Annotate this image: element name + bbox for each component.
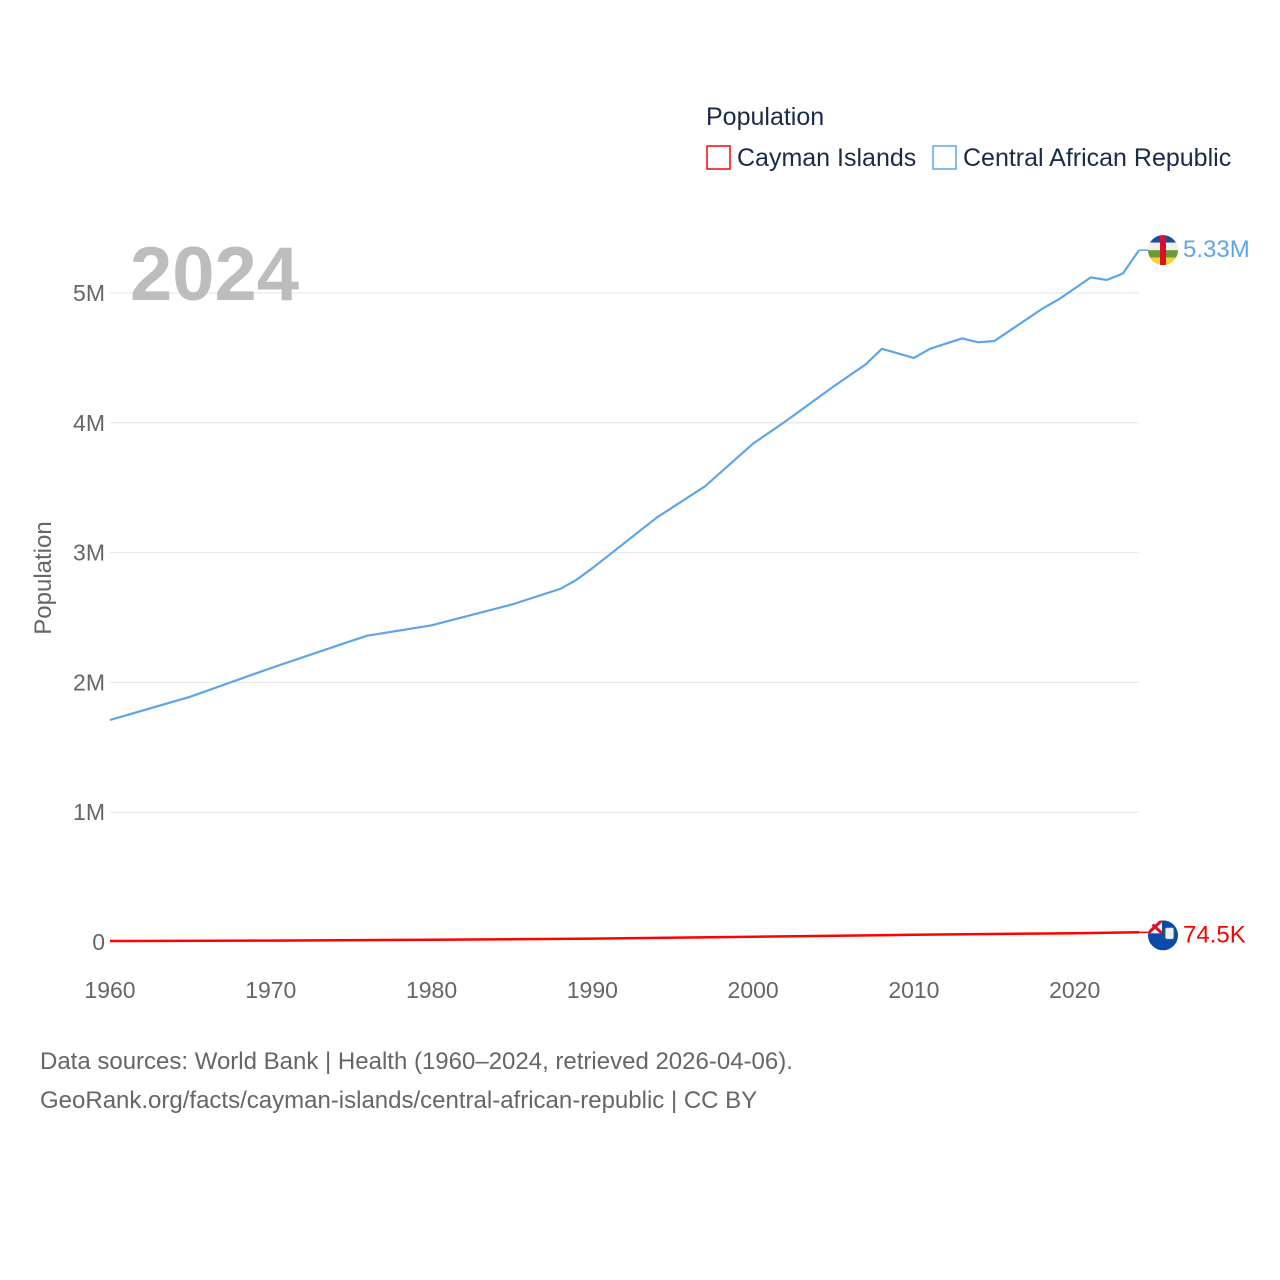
x-tick-label: 1980: [406, 977, 457, 1003]
y-tick-label: 1M: [73, 799, 105, 825]
legend-swatch: [932, 145, 957, 170]
x-tick-label: 2010: [888, 977, 939, 1003]
end-value-label: 5.33M: [1183, 236, 1250, 263]
legend-swatch: [706, 145, 731, 170]
year-watermark: 2024: [130, 232, 299, 317]
cayman-islands-flag-icon: [1148, 920, 1178, 951]
series-line-0: [109, 931, 1140, 943]
end-value-label: 74.5K: [1183, 921, 1246, 948]
legend-item[interactable]: Central African Republic: [932, 144, 1231, 172]
x-tick-label: 2020: [1049, 977, 1100, 1003]
footer-link[interactable]: GeoRank.org/facts/cayman-islands/central…: [40, 1087, 757, 1114]
x-tick-label: 2000: [728, 977, 779, 1003]
y-tick-label: 4M: [73, 410, 105, 436]
x-tick-label: 1960: [84, 977, 135, 1003]
y-tick-label: 5M: [73, 280, 105, 306]
legend-label: Central African Republic: [963, 144, 1231, 172]
y-tick-label: 2M: [73, 669, 105, 695]
legend-label: Cayman Islands: [737, 144, 916, 172]
footer-sources: Data sources: World Bank | Health (1960–…: [40, 1048, 793, 1075]
x-tick-label: 1970: [245, 977, 296, 1003]
y-axis-label: Population: [30, 521, 57, 634]
y-tick-label: 3M: [73, 540, 105, 566]
x-tick-label: 1990: [567, 977, 618, 1003]
legend-item[interactable]: Cayman Islands: [706, 144, 916, 172]
central-african-republic-flag-icon: [1148, 235, 1178, 266]
series-line-1: [109, 249, 1140, 722]
y-tick-label: 0: [92, 929, 105, 955]
legend-title: Population: [706, 103, 824, 131]
